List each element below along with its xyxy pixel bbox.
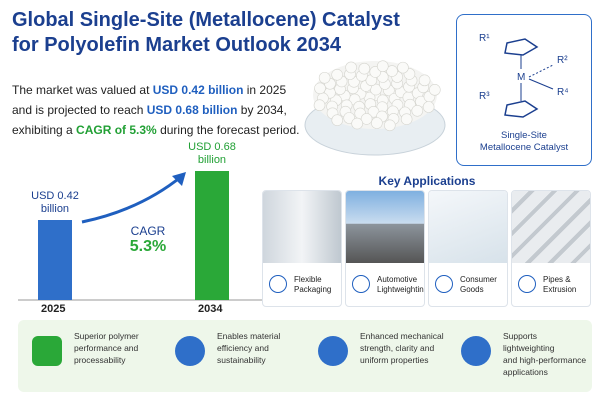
bar-chart: CAGR 5.3% USD 0.42 billion 2025 USD 0.68 bil… <box>0 0 270 400</box>
substituent: R³ <box>479 91 490 102</box>
substituent: R² <box>557 55 568 66</box>
benefit-icon <box>175 336 205 366</box>
benefit-line: processability <box>74 355 126 365</box>
benefit-icon <box>318 336 348 366</box>
chart-decor <box>18 172 262 301</box>
benefit-line: and high-performance <box>503 355 587 365</box>
value-label: USD 0.42 billion <box>15 190 95 216</box>
app-icon <box>352 275 370 293</box>
text: The market was valued at <box>12 83 153 97</box>
caption: Metallocene Catalyst <box>479 142 569 153</box>
diagram-box: R¹ R² R³ R⁴ M Single-Site Metallocene Cat… <box>456 14 592 166</box>
benefit-text: Superior polymer performance and processab… <box>74 330 139 366</box>
text: during the forecast period. <box>156 123 300 137</box>
benefit-text: Supports lightweighting and high-performa… <box>503 330 589 378</box>
benefit: Enables material efficiency and sustainabi… <box>165 326 303 386</box>
app-image <box>429 191 507 263</box>
app-label-line: Pipes & <box>543 275 571 284</box>
caption: Single-Site <box>501 130 547 141</box>
title-line: Global Single-Site (Metallocene) Catalys… <box>12 9 400 31</box>
benefit-line: performance and <box>74 343 139 353</box>
structure: R¹ R² R³ R⁴ M <box>479 33 569 118</box>
benefit-line: Superior polymer <box>74 331 139 341</box>
app-label: Automotive Lightweighting <box>377 275 425 295</box>
substituent: R¹ <box>479 33 490 44</box>
text: by 2034, <box>237 103 287 117</box>
benefit: Enhanced mechanical strength, clarity and… <box>308 326 446 386</box>
app-icon <box>269 275 287 293</box>
title: Global Single-Site (Metallocene) Catalys… <box>12 8 400 58</box>
bar <box>38 220 72 300</box>
highlight: USD 0.42 billion <box>152 83 244 97</box>
app-label-line: Extrusion <box>543 285 577 294</box>
benefit: Supports lightweighting and high-performa… <box>451 326 589 386</box>
pellet-dish <box>304 60 446 156</box>
app-label: Flexible Packaging <box>294 275 331 295</box>
benefit-line: strength, clarity and <box>360 343 435 353</box>
benefit-line: Enables material <box>217 331 281 341</box>
apps-title: Key Applications <box>378 174 476 188</box>
app-icon <box>518 275 536 293</box>
summary: The market was valued at USD 0.42 billio… <box>12 80 302 140</box>
cagr-value: 5.3% <box>129 238 167 255</box>
value-label-line: billion <box>40 203 70 216</box>
app-card: Automotive Lightweighting <box>345 190 425 307</box>
metal: M <box>517 72 525 83</box>
app-label-line: Goods <box>460 285 484 294</box>
app-card: Flexible Packaging <box>262 190 342 307</box>
cagr-label: CAGR <box>130 224 166 238</box>
benefit-line: Supports lightweighting <box>503 331 555 353</box>
bar <box>195 170 229 300</box>
app-image <box>263 191 341 263</box>
app-card: Pipes & Extrusion <box>511 190 591 307</box>
text: exhibiting a <box>12 123 77 137</box>
value-label: USD 0.68 billion <box>172 141 252 167</box>
benefit-icon <box>32 336 62 366</box>
benefit-line: applications <box>503 367 548 377</box>
year-label: 2034 <box>198 303 223 315</box>
benefit-line: sustainability <box>217 355 266 365</box>
benefit-line: efficiency and <box>217 343 269 353</box>
app-image <box>512 191 590 263</box>
benefit-line: uniform properties <box>360 355 429 365</box>
app-label-line: Packaging <box>294 285 332 294</box>
cagr: CAGR 5.3% <box>118 224 178 256</box>
app-card: Consumer Goods <box>428 190 508 307</box>
benefit-line: Enhanced mechanical <box>360 331 444 341</box>
year-label: 2025 <box>41 303 66 315</box>
benefit-icon <box>461 336 491 366</box>
benefit-text: Enables material efficiency and sustainabi… <box>217 330 280 366</box>
app-label-line: Flexible <box>294 275 322 284</box>
app-image <box>346 191 424 263</box>
benefits-strip <box>18 320 592 392</box>
text: in 2025 <box>243 83 287 97</box>
app-label-line: Automotive <box>377 275 418 284</box>
title-line: for Polyolefin Market Outlook 2034 <box>12 34 341 56</box>
value-label-line: USD 0.68 <box>188 140 236 153</box>
text: and is projected to reach <box>12 103 147 117</box>
value-label-line: billion <box>197 153 227 166</box>
app-label: Consumer Goods <box>460 275 497 295</box>
app-label-line: Consumer <box>460 275 497 284</box>
value-label-line: USD 0.42 <box>31 190 79 203</box>
app-label-line: Lightweighting <box>377 285 425 294</box>
app-label: Pipes & Extrusion <box>543 275 576 295</box>
benefit-text: Enhanced mechanical strength, clarity and… <box>360 330 444 366</box>
highlight: CAGR of 5.3% <box>76 123 157 137</box>
app-icon <box>435 275 453 293</box>
benefit: Superior polymer performance and processab… <box>22 326 160 386</box>
substituent: R⁴ <box>557 87 569 98</box>
highlight: USD 0.68 billion <box>146 103 238 117</box>
